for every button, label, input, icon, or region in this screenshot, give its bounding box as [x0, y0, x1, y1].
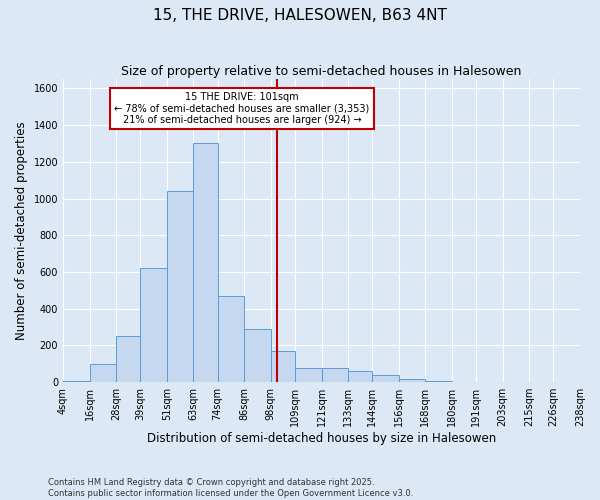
Bar: [89, 364, 116, 382]
Bar: [193, 144, 218, 382]
Bar: [373, 375, 399, 382]
Bar: [140, 268, 167, 382]
Bar: [218, 296, 244, 382]
Bar: [167, 191, 193, 382]
Text: 15 THE DRIVE: 101sqm
← 78% of semi-detached houses are smaller (3,353)
21% of se: 15 THE DRIVE: 101sqm ← 78% of semi-detac…: [115, 92, 370, 125]
Y-axis label: Number of semi-detached properties: Number of semi-detached properties: [15, 122, 28, 340]
Bar: [322, 368, 348, 382]
Bar: [244, 329, 271, 382]
Bar: [271, 351, 295, 382]
Bar: [399, 380, 425, 382]
Bar: [116, 336, 140, 382]
Text: Contains HM Land Registry data © Crown copyright and database right 2025.
Contai: Contains HM Land Registry data © Crown c…: [48, 478, 413, 498]
X-axis label: Distribution of semi-detached houses by size in Halesowen: Distribution of semi-detached houses by …: [147, 432, 496, 445]
Title: Size of property relative to semi-detached houses in Halesowen: Size of property relative to semi-detach…: [121, 65, 522, 78]
Bar: [348, 371, 373, 382]
Text: 15, THE DRIVE, HALESOWEN, B63 4NT: 15, THE DRIVE, HALESOWEN, B63 4NT: [153, 8, 447, 22]
Bar: [295, 368, 322, 382]
